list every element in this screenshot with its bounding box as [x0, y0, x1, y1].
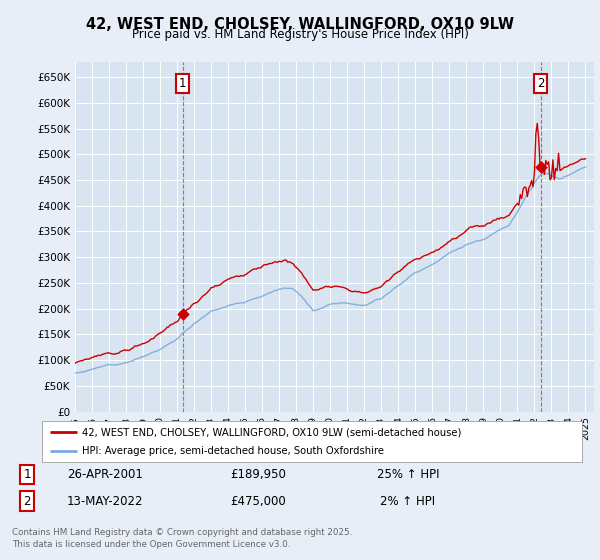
Point [178, 309, 187, 318]
Text: Price paid vs. HM Land Registry's House Price Index (HPI): Price paid vs. HM Land Registry's House … [131, 28, 469, 41]
Text: 13-MAY-2022: 13-MAY-2022 [67, 494, 143, 508]
Text: 1: 1 [179, 77, 186, 90]
Text: 25% ↑ HPI: 25% ↑ HPI [377, 468, 439, 481]
Text: 42, WEST END, CHOLSEY, WALLINGFORD, OX10 9LW (semi-detached house): 42, WEST END, CHOLSEY, WALLINGFORD, OX10… [83, 427, 462, 437]
Text: Contains HM Land Registry data © Crown copyright and database right 2025.
This d: Contains HM Land Registry data © Crown c… [12, 528, 352, 549]
Text: £189,950: £189,950 [230, 468, 286, 481]
Text: 1: 1 [23, 468, 31, 481]
Text: 2: 2 [23, 494, 31, 508]
Text: 26-APR-2001: 26-APR-2001 [67, 468, 143, 481]
Text: £475,000: £475,000 [230, 494, 286, 508]
Text: 2: 2 [537, 77, 544, 90]
Text: HPI: Average price, semi-detached house, South Oxfordshire: HPI: Average price, semi-detached house,… [83, 446, 385, 456]
Text: 2% ↑ HPI: 2% ↑ HPI [380, 494, 436, 508]
Text: 42, WEST END, CHOLSEY, WALLINGFORD, OX10 9LW: 42, WEST END, CHOLSEY, WALLINGFORD, OX10… [86, 17, 514, 32]
Point [536, 162, 545, 171]
